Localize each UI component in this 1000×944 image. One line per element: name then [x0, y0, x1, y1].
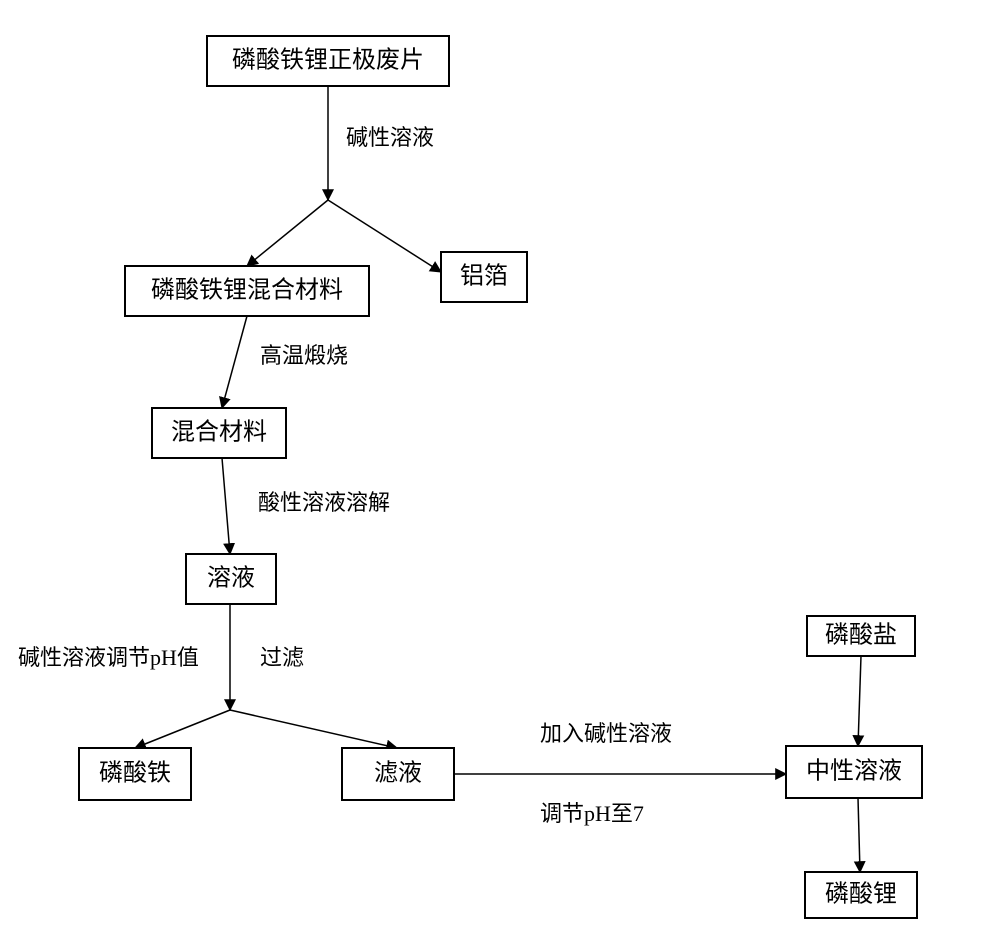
edge-label: 碱性溶液 — [346, 125, 434, 150]
node-label: 磷酸铁锂混合材料 — [151, 277, 343, 304]
flow-edge — [222, 458, 230, 554]
node-label: 溶液 — [207, 565, 255, 592]
flow-edge — [135, 710, 230, 748]
flow-node: 磷酸铁 — [79, 748, 191, 800]
node-label: 磷酸铁锂正极废片 — [232, 47, 424, 74]
edge-label: 过滤 — [260, 645, 304, 670]
flow-node: 中性溶液 — [786, 746, 922, 798]
edge-label: 调节pH至7 — [540, 801, 644, 826]
flow-node: 磷酸铁锂混合材料 — [125, 266, 369, 316]
flow-node: 溶液 — [186, 554, 276, 604]
edge-label: 加入碱性溶液 — [540, 721, 672, 746]
node-label: 磷酸盐 — [825, 622, 897, 649]
flow-edge — [858, 656, 861, 746]
flow-node: 混合材料 — [152, 408, 286, 458]
flow-edge — [247, 200, 328, 266]
node-label: 混合材料 — [171, 419, 267, 446]
edge-label: 酸性溶液溶解 — [258, 490, 390, 515]
edge-label: 高温煅烧 — [260, 343, 348, 368]
flow-node: 滤液 — [342, 748, 454, 800]
node-label: 铝箔 — [460, 263, 508, 290]
node-label: 中性溶液 — [806, 758, 902, 785]
node-label: 磷酸铁 — [99, 760, 171, 787]
edge-label: 碱性溶液调节pH值 — [18, 645, 199, 670]
flow-edge — [328, 200, 441, 272]
flow-node: 铝箔 — [441, 252, 527, 302]
flow-edge — [222, 316, 247, 408]
flow-node: 磷酸锂 — [805, 872, 917, 918]
node-label: 磷酸锂 — [825, 881, 897, 908]
node-label: 滤液 — [374, 760, 422, 787]
flow-edge — [858, 798, 860, 872]
flow-node: 磷酸铁锂正极废片 — [207, 36, 449, 86]
flow-edge — [230, 710, 397, 748]
flow-node: 磷酸盐 — [807, 616, 915, 656]
